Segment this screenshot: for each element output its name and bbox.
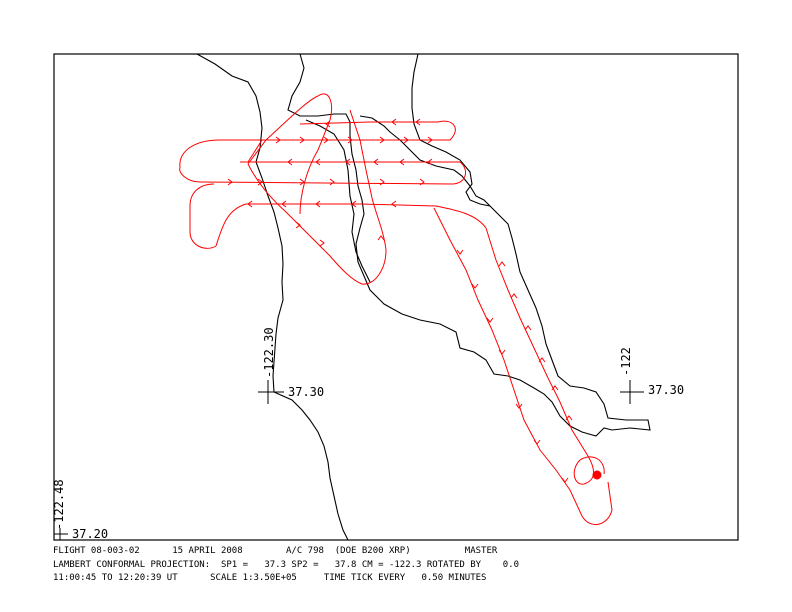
track-leg-8 bbox=[433, 207, 613, 525]
track-leg-3 bbox=[179, 161, 467, 185]
bay-west-shore bbox=[287, 53, 651, 437]
lat-label-mid: 37.30 bbox=[288, 385, 324, 399]
lat-label-left: 37.20 bbox=[72, 527, 108, 541]
bay-inner-shore bbox=[305, 119, 371, 283]
grid-marks bbox=[54, 380, 644, 540]
coastline bbox=[196, 53, 651, 541]
track-leg-6 bbox=[247, 95, 387, 285]
footer-line-1: FLIGHT 08-003-02 15 APRIL 2008 A/C 798 (… bbox=[53, 546, 498, 556]
flight-track bbox=[179, 93, 613, 525]
footer-line-2: LAMBERT CONFORMAL PROJECTION: SP1 = 37.3… bbox=[53, 560, 519, 570]
map-frame bbox=[53, 53, 739, 541]
coastline-outer bbox=[196, 53, 349, 541]
track-loop-point bbox=[592, 470, 602, 480]
track-leg-1 bbox=[247, 120, 456, 163]
lat-label-right: 37.30 bbox=[648, 383, 684, 397]
lon-label-right: -122 bbox=[619, 347, 633, 376]
bay-east-shore bbox=[411, 53, 491, 207]
track-leg-7 bbox=[299, 93, 332, 215]
lon-label-mid: -122.30 bbox=[262, 327, 276, 378]
track-leg-4 bbox=[189, 183, 217, 249]
track-leg-2 bbox=[179, 139, 262, 169]
track-leg-9 bbox=[485, 227, 605, 485]
footer-line-3: 11:00:45 TO 12:20:39 UT SCALE 1:3.50E+05… bbox=[53, 573, 487, 583]
lon-label-left: -122.48 bbox=[52, 479, 66, 530]
time-ticks bbox=[227, 118, 573, 483]
track-leg-5 bbox=[215, 203, 487, 247]
